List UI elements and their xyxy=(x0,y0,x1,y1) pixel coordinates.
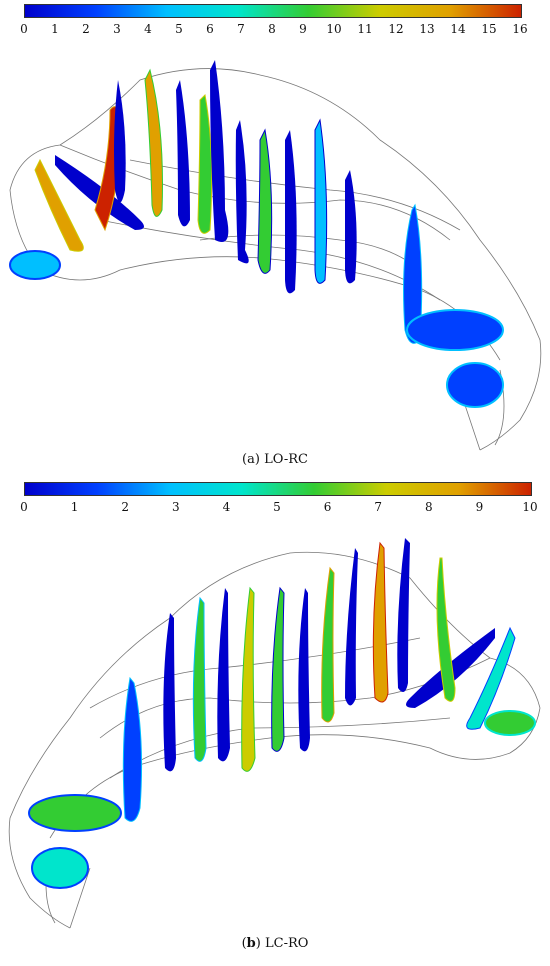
colorbar-tick-b-4: 4 xyxy=(222,500,231,514)
section-b-9 xyxy=(298,588,310,752)
colorbar-tick-a-8: 8 xyxy=(268,22,276,36)
cross-sections-b xyxy=(28,538,536,889)
colorbar-tick-a-1: 1 xyxy=(51,22,59,36)
section-a-2 xyxy=(34,158,84,252)
colorbar-tick-a-9: 9 xyxy=(299,22,307,36)
section-b-13 xyxy=(192,596,207,762)
colorbar-tick-a-5: 5 xyxy=(175,22,183,36)
colorbar-tick-a-16: 16 xyxy=(512,22,528,36)
colorbar-gradient-a xyxy=(24,4,522,18)
colorbar-tick-a-13: 13 xyxy=(419,22,435,36)
panel-b: 0 1 2 3 4 5 6 7 8 9 10 xyxy=(0,480,550,966)
section-a-8 xyxy=(197,93,213,234)
panel-a: 0 1 2 3 4 5 6 7 8 9 10 11 12 13 14 15 16 xyxy=(0,0,550,480)
panel-label-b: b xyxy=(246,936,256,951)
colorbar-tick-b-5: 5 xyxy=(273,500,281,514)
colorbar-tick-b-10: 10 xyxy=(522,500,538,514)
section-b-7 xyxy=(345,548,358,706)
colorbar-tick-b-9: 9 xyxy=(475,500,484,514)
section-b-12 xyxy=(217,588,230,762)
colorbar-tick-b-6: 6 xyxy=(323,500,332,514)
section-b-17 xyxy=(31,847,89,889)
colorbar-tick-b-1: 1 xyxy=(70,500,79,514)
colorbar-tick-a-15: 15 xyxy=(481,22,497,36)
section-a-14 xyxy=(345,170,357,284)
airway-model-b xyxy=(8,538,541,929)
section-a-10 xyxy=(235,120,249,264)
section-a-6 xyxy=(144,68,163,217)
section-b-5 xyxy=(397,538,410,692)
section-a-16 xyxy=(406,309,504,351)
cross-sections-a xyxy=(9,60,504,408)
section-a-12 xyxy=(285,130,297,294)
colorbar-tick-b-2: 2 xyxy=(121,500,130,514)
colorbar-tick-b-7: 7 xyxy=(374,500,383,514)
airway-model-a xyxy=(9,60,542,451)
colorbar-tick-b-0: 0 xyxy=(20,500,28,514)
colorbar-tick-a-10: 10 xyxy=(326,22,342,36)
colorbar-tick-a-12: 12 xyxy=(388,22,404,36)
colorbar-tick-a-2: 2 xyxy=(82,22,90,36)
section-a-17 xyxy=(446,362,504,408)
section-b-11 xyxy=(241,586,256,772)
colorbar-gradient-b xyxy=(24,482,532,496)
colorbar-tick-a-3: 3 xyxy=(113,22,121,36)
section-b-15 xyxy=(122,676,143,822)
colorbar-tick-a-4: 4 xyxy=(144,22,152,36)
colorbar-tick-b-8: 8 xyxy=(424,500,433,514)
section-b-4 xyxy=(436,557,456,702)
section-b-2 xyxy=(466,626,516,730)
colorbar-tick-a-7: 7 xyxy=(237,22,245,36)
section-b-6 xyxy=(372,541,389,703)
caption-b: (b) LC-RO xyxy=(241,936,309,951)
colorbar-tick-a-0: 0 xyxy=(20,22,28,36)
section-a-11 xyxy=(257,128,273,274)
colorbar-tick-a-11: 11 xyxy=(357,22,373,36)
caption-a: (a) LO-RC xyxy=(242,452,308,467)
colorbar-tick-a-14: 14 xyxy=(450,22,466,36)
caption-text-b: LC-RO xyxy=(264,936,309,951)
panel-label-a: a xyxy=(247,452,255,467)
caption-text-a: LO-RC xyxy=(264,452,308,467)
section-b-8 xyxy=(321,566,335,723)
section-a-13 xyxy=(314,118,328,284)
section-a-7 xyxy=(176,80,190,227)
section-b-1 xyxy=(484,710,536,736)
section-a-9 xyxy=(210,60,229,242)
colorbar-tick-b-3: 3 xyxy=(171,500,180,514)
section-b-14 xyxy=(163,613,176,772)
colorbar-tick-a-6: 6 xyxy=(206,22,214,36)
section-a-5 xyxy=(114,80,126,203)
section-a-15 xyxy=(403,203,423,344)
section-b-10 xyxy=(271,586,285,752)
section-a-1 xyxy=(9,250,61,280)
section-b-16 xyxy=(28,794,122,832)
